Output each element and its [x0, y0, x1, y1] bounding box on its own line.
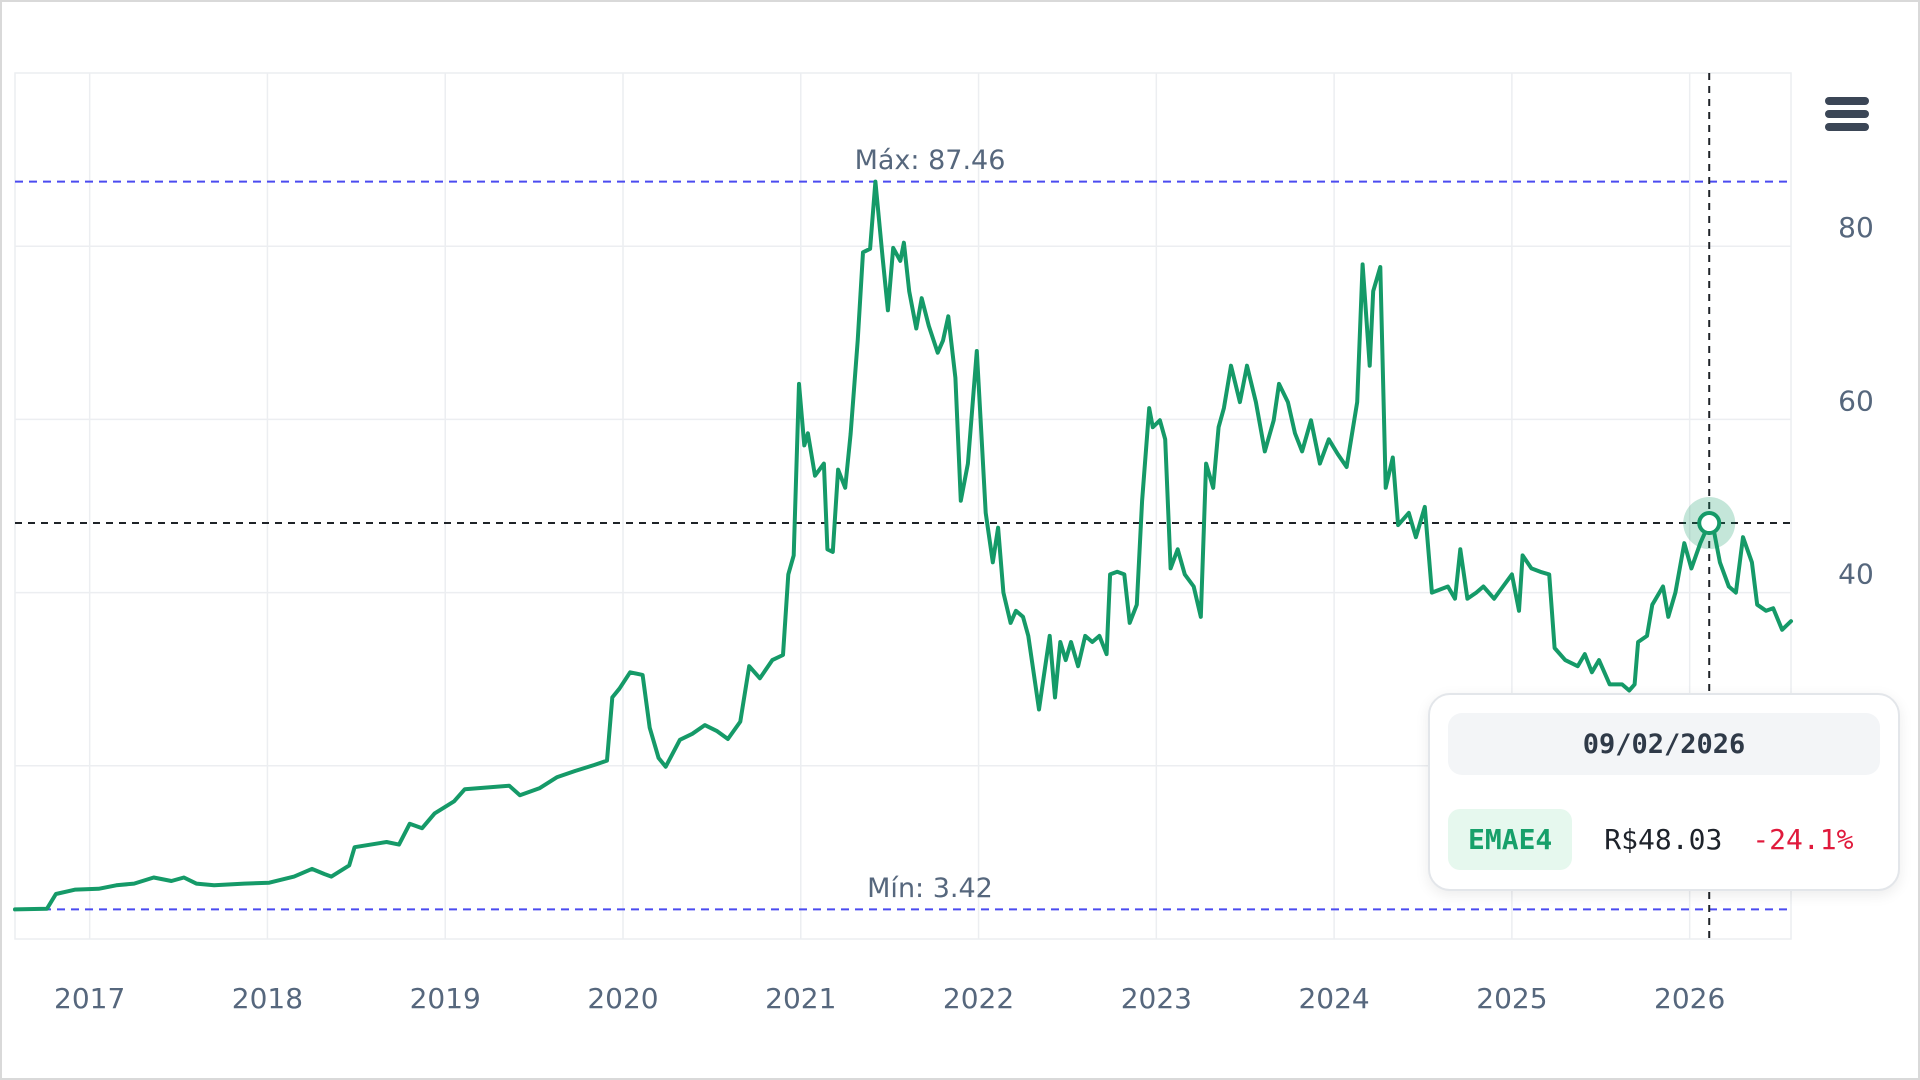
x-tick-label: 2023 — [1121, 982, 1192, 1015]
x-tick-label: 2018 — [232, 982, 303, 1015]
x-tick-label: 2017 — [54, 982, 125, 1015]
menu-bar — [1825, 110, 1869, 118]
x-tick-label: 2024 — [1298, 982, 1369, 1015]
y-tick-label: 60 — [1838, 384, 1874, 417]
x-tick-label: 2022 — [943, 982, 1014, 1015]
menu-button[interactable] — [1825, 97, 1869, 131]
tooltip-change: -24.1% — [1752, 823, 1854, 856]
x-tick-label: 2020 — [587, 982, 658, 1015]
tooltip-date: 09/02/2026 — [1448, 713, 1880, 775]
hover-point — [1697, 511, 1722, 536]
x-tick-label: 2021 — [765, 982, 836, 1015]
x-tick-label: 2019 — [410, 982, 481, 1015]
reference-label: Máx: 87.46 — [855, 145, 1006, 176]
price-line — [13, 179, 1793, 912]
x-tick-label: 2026 — [1654, 982, 1725, 1015]
y-tick-label: 40 — [1838, 558, 1874, 591]
x-tick-label: 2025 — [1476, 982, 1547, 1015]
menu-bar — [1825, 97, 1869, 105]
plot-area — [14, 72, 1792, 940]
tooltip-price: R$48.03 — [1604, 823, 1723, 856]
tooltip: 09/02/2026 EMAE4 R$48.03 -24.1% — [1428, 693, 1900, 891]
menu-bar — [1825, 123, 1869, 131]
y-tick-label: 80 — [1838, 211, 1874, 244]
tooltip-ticker: EMAE4 — [1448, 809, 1573, 870]
tooltip-row: EMAE4 R$48.03 -24.1% — [1448, 809, 1853, 870]
reference-label: Mín: 3.42 — [867, 873, 993, 904]
